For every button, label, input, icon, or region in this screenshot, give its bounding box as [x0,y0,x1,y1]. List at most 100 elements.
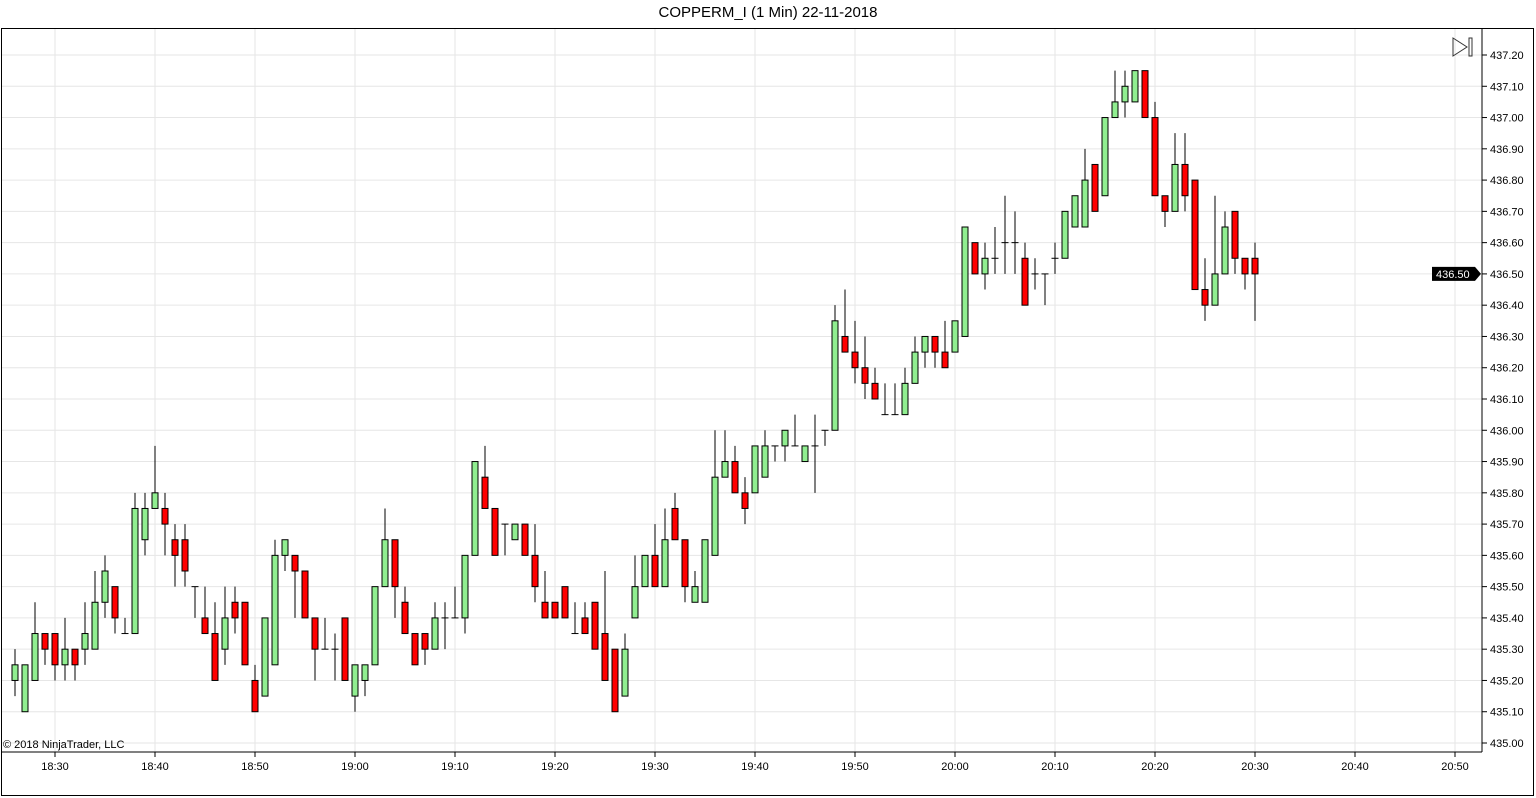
candle[interactable] [801,445,809,463]
candle[interactable] [271,539,279,666]
candle[interactable] [371,586,379,666]
candle[interactable] [621,633,629,697]
candle[interactable] [21,664,29,713]
candle[interactable] [1181,133,1189,212]
candle[interactable] [61,617,69,681]
candle[interactable] [1081,148,1089,228]
candle[interactable] [1031,258,1039,290]
candle[interactable] [291,554,299,618]
candle[interactable] [961,226,969,337]
candle[interactable] [321,617,329,650]
candle[interactable] [1121,70,1129,118]
candle[interactable] [481,445,489,509]
candle[interactable] [1091,163,1099,212]
candle[interactable] [1191,179,1199,291]
candle[interactable] [141,492,149,556]
candle[interactable] [861,336,869,399]
candle[interactable] [871,367,879,400]
candle[interactable] [691,571,699,603]
candle[interactable] [641,554,649,588]
candle[interactable] [351,664,359,712]
candle[interactable] [991,227,999,274]
candle[interactable] [41,633,49,665]
candle[interactable] [301,570,309,619]
candle[interactable] [81,602,89,665]
candle[interactable] [421,633,429,665]
candle[interactable] [1201,258,1209,321]
candle[interactable] [931,335,939,368]
candle[interactable] [381,508,389,588]
candle[interactable] [571,602,579,635]
candle[interactable] [231,586,239,634]
candle[interactable] [751,445,759,494]
candle[interactable] [111,586,119,634]
candle[interactable] [731,445,739,494]
candle[interactable] [1251,242,1259,321]
candle[interactable] [1171,133,1179,212]
candle[interactable] [831,305,839,431]
candle[interactable] [941,320,949,369]
candle[interactable] [1221,211,1229,275]
candle[interactable] [191,586,199,618]
candle[interactable] [281,539,289,571]
candle[interactable] [701,539,709,603]
candle[interactable] [721,430,729,478]
price-axis[interactable]: 435.00 435.10 435.20 435.30 435.40 435.50 435.… [1482,50,1524,750]
candle[interactable] [841,289,849,353]
candle[interactable] [1061,210,1069,259]
candle[interactable] [251,664,259,713]
candle[interactable] [671,492,679,541]
candle[interactable] [71,648,79,681]
candle[interactable] [331,633,339,681]
candle[interactable] [461,554,469,634]
candle[interactable] [121,617,129,635]
candle[interactable] [361,664,369,697]
candle[interactable] [661,508,669,588]
candle[interactable] [1011,211,1019,274]
candle[interactable] [91,571,99,650]
candle[interactable] [851,320,859,384]
candle[interactable] [791,414,799,447]
candle[interactable] [171,524,179,587]
candle[interactable] [131,492,139,635]
candle[interactable] [1021,242,1029,306]
candle[interactable] [1001,195,1009,274]
candle[interactable] [471,461,479,556]
candle[interactable] [591,601,599,650]
candle[interactable] [411,633,419,666]
candle[interactable] [391,539,399,618]
candle[interactable] [451,586,459,619]
candle[interactable] [1231,210,1239,274]
candle[interactable] [101,555,109,618]
candle[interactable] [51,633,59,681]
candle[interactable] [681,539,689,603]
candle[interactable] [221,586,229,665]
candle[interactable] [761,430,769,478]
candle[interactable] [921,335,929,368]
candle[interactable] [431,602,439,650]
candle[interactable] [781,429,789,462]
candle[interactable] [651,524,659,588]
candle[interactable] [1131,70,1139,103]
candle[interactable] [881,383,889,416]
candle[interactable] [821,429,829,446]
candle[interactable] [511,523,519,541]
candle[interactable] [771,445,779,462]
candle[interactable] [1041,273,1049,306]
candle[interactable] [561,586,569,619]
play-to-end-icon[interactable] [1452,37,1473,57]
candle[interactable] [711,430,719,556]
candle[interactable] [261,617,269,697]
candle[interactable] [1241,257,1249,290]
candle[interactable] [161,492,169,556]
candle[interactable] [31,602,39,681]
candle[interactable] [981,242,989,290]
candle[interactable] [401,586,409,635]
candle[interactable] [601,571,609,681]
candle[interactable] [181,524,189,587]
candle[interactable] [501,523,509,556]
candle[interactable] [901,367,909,416]
candle[interactable] [891,383,899,416]
candle[interactable] [1101,117,1109,197]
